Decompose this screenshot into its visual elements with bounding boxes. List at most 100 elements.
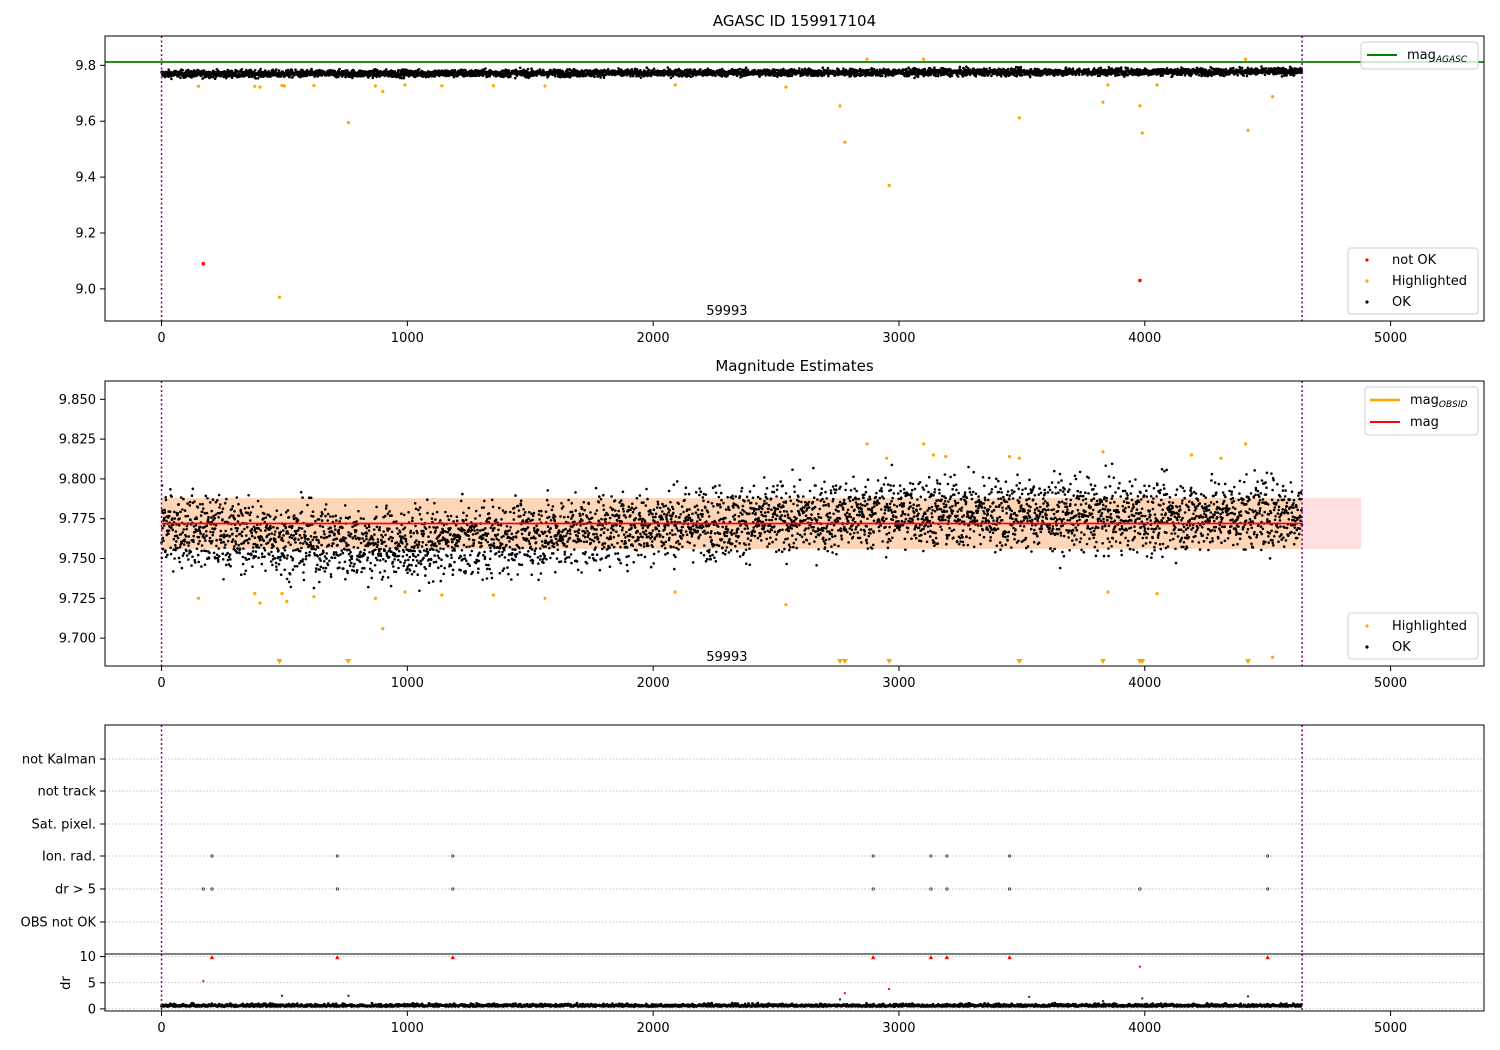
highlighted-legend-marker xyxy=(1365,279,1369,283)
ok-point xyxy=(209,530,212,534)
ok-point xyxy=(188,504,192,507)
highlighted-point xyxy=(277,295,282,299)
ok-point xyxy=(212,551,216,555)
ok-point xyxy=(203,563,207,566)
ok-point xyxy=(484,67,487,70)
highlighted-point xyxy=(253,84,257,88)
ok-point xyxy=(538,68,542,71)
ok-point xyxy=(169,488,172,491)
highlighted-legend-label: Highlighted xyxy=(1392,274,1467,289)
ok-point xyxy=(221,518,224,521)
ok-point xyxy=(1071,67,1075,70)
ok-point xyxy=(1260,65,1263,68)
ok-point xyxy=(470,69,473,72)
ok-point xyxy=(163,516,166,520)
ok-point xyxy=(211,531,215,534)
highlighted-point xyxy=(346,121,350,125)
ok-point xyxy=(1019,65,1023,69)
ok-point xyxy=(170,495,173,498)
ok-point xyxy=(220,541,223,544)
ok-point xyxy=(180,566,184,570)
ok-point xyxy=(827,74,830,78)
ok-point xyxy=(174,544,177,547)
ok-point xyxy=(573,71,577,74)
ok-point xyxy=(178,560,181,564)
ok-point xyxy=(217,560,220,563)
ok-point xyxy=(222,540,225,544)
ok-point xyxy=(224,543,227,546)
ok-point xyxy=(164,496,167,499)
ok-point xyxy=(1176,67,1179,71)
x-tick-label: 0 xyxy=(157,331,165,346)
ok-point xyxy=(185,524,189,528)
ok-point xyxy=(163,508,166,512)
ok-point xyxy=(226,539,230,543)
ok-point xyxy=(181,508,184,511)
ok-point xyxy=(518,66,522,70)
ok-point xyxy=(181,554,185,557)
ok-point xyxy=(1285,74,1288,77)
ok-point xyxy=(172,570,175,573)
ok-point xyxy=(211,75,215,79)
y-tick-label: 9.4 xyxy=(75,171,96,186)
ok-point xyxy=(220,510,224,514)
ok-point xyxy=(214,557,217,560)
ok-point xyxy=(182,497,185,501)
ok-point xyxy=(258,72,262,76)
ok-point xyxy=(1161,74,1164,77)
ok-point xyxy=(193,500,196,503)
ok-point xyxy=(217,547,221,550)
highlighted-point xyxy=(1244,57,1248,61)
ok-point xyxy=(248,75,251,79)
ok-point xyxy=(214,513,217,517)
ok-point xyxy=(218,511,222,515)
highlighted-point xyxy=(1138,104,1142,108)
ok-point xyxy=(198,539,201,543)
ok-point xyxy=(526,67,530,71)
ok-point xyxy=(208,536,212,540)
ok-point xyxy=(574,69,577,72)
ok-point xyxy=(185,554,189,557)
highlighted-point xyxy=(403,83,407,87)
ok-point xyxy=(253,69,257,72)
ok-point xyxy=(922,74,926,78)
highlighted-point xyxy=(922,57,926,61)
ok-point xyxy=(177,503,180,506)
ok-point xyxy=(215,553,219,556)
ok-point xyxy=(174,548,177,552)
ok-point xyxy=(208,539,211,543)
ok-point xyxy=(226,551,229,555)
ok-point xyxy=(256,77,260,80)
ok-point xyxy=(599,76,602,79)
highlighted-point xyxy=(282,84,286,88)
ok-point xyxy=(210,516,213,519)
ok-point xyxy=(1028,75,1032,79)
ok-point xyxy=(164,555,168,559)
ok-point xyxy=(186,502,189,505)
ok-point xyxy=(197,535,201,539)
ok-point xyxy=(699,68,702,71)
ok-point xyxy=(218,506,221,509)
ok-point xyxy=(189,518,192,522)
ok-point xyxy=(202,507,205,510)
highlighted-point xyxy=(381,90,385,94)
ok-point xyxy=(167,514,171,518)
ok-point xyxy=(1119,66,1123,69)
ok-point xyxy=(211,533,214,537)
ok-point xyxy=(161,526,164,530)
ok-point xyxy=(375,75,378,79)
ok-point xyxy=(509,75,512,79)
ok-point xyxy=(376,68,379,72)
ok-point xyxy=(176,546,179,550)
ok-point xyxy=(515,74,519,77)
ok-point xyxy=(164,75,167,78)
ok-point xyxy=(166,553,169,557)
ok-point xyxy=(384,68,388,71)
ok-point xyxy=(988,66,991,70)
ok-point xyxy=(566,68,569,71)
ok-point xyxy=(193,558,196,562)
ok-point xyxy=(259,67,262,71)
ok-point xyxy=(313,75,317,78)
highlighted-point xyxy=(1140,131,1144,135)
ok-point xyxy=(397,68,400,72)
